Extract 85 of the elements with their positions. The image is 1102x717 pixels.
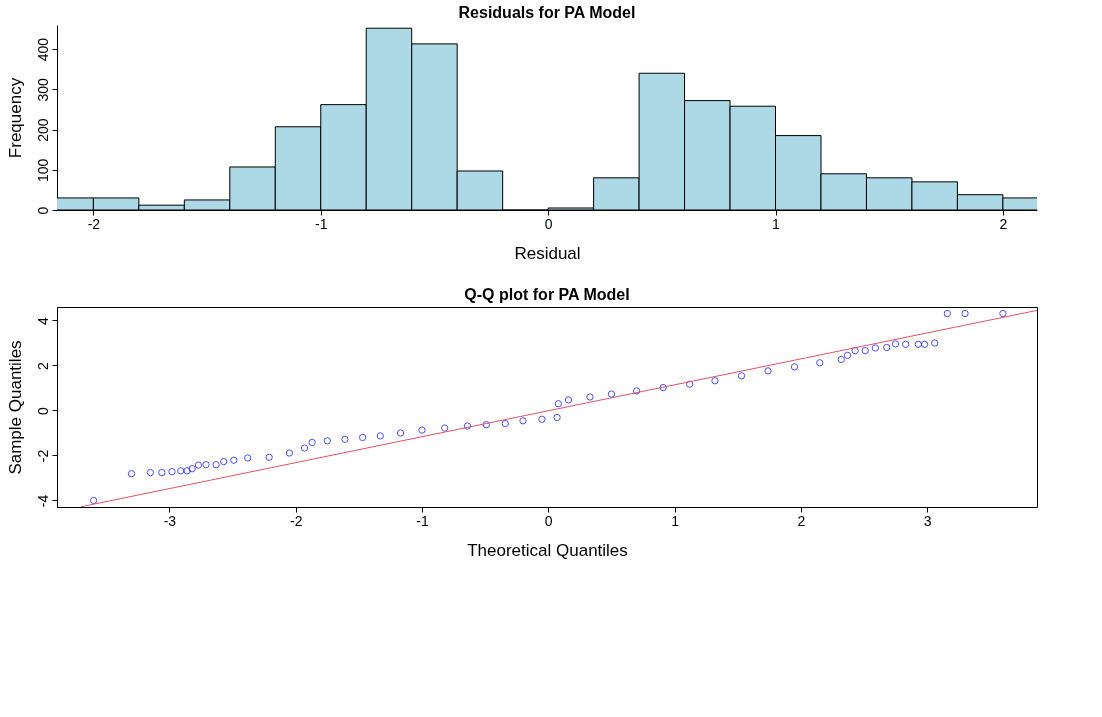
point bbox=[308, 438, 316, 447]
x-tick-label: 2 bbox=[797, 512, 806, 529]
point bbox=[188, 465, 196, 473]
point bbox=[564, 396, 573, 404]
point bbox=[183, 467, 191, 475]
y-tick-label: -2 bbox=[34, 449, 51, 463]
point bbox=[790, 363, 799, 371]
point bbox=[244, 454, 252, 462]
x-tick-label: 3 bbox=[923, 512, 932, 529]
point bbox=[358, 433, 367, 442]
point bbox=[633, 387, 641, 395]
x-tick-label: 0 bbox=[544, 512, 553, 529]
point bbox=[586, 393, 594, 401]
point bbox=[230, 456, 238, 464]
y-tick-label: 2 bbox=[34, 361, 51, 370]
x-tick-label: -1 bbox=[315, 215, 328, 232]
y-tick-label: 0 bbox=[34, 406, 51, 415]
point bbox=[553, 413, 561, 422]
point bbox=[418, 426, 426, 434]
x-tick-label: -3 bbox=[163, 512, 177, 529]
point bbox=[146, 468, 155, 477]
chart-title: Q-Q plot for PA Model bbox=[464, 286, 630, 303]
point bbox=[538, 415, 546, 423]
point bbox=[999, 309, 1007, 318]
point bbox=[89, 496, 98, 505]
point bbox=[501, 419, 509, 428]
y-tick-label: -4 bbox=[34, 494, 51, 508]
point bbox=[851, 346, 859, 355]
x-axis-title: Theoretical Quantiles bbox=[467, 540, 628, 560]
x-tick-label: -1 bbox=[416, 512, 429, 529]
point bbox=[376, 432, 384, 440]
x-tick-label: 1 bbox=[671, 512, 680, 529]
point bbox=[300, 444, 309, 452]
y-tick-label: 200 bbox=[34, 118, 51, 142]
point bbox=[519, 417, 527, 425]
y-tick-label: 0 bbox=[34, 206, 51, 215]
chart-title: Residuals for PA Model bbox=[458, 4, 636, 21]
point bbox=[323, 437, 331, 445]
point bbox=[871, 344, 880, 352]
point bbox=[194, 461, 203, 469]
point bbox=[861, 346, 869, 355]
x-axis-title: Residual bbox=[514, 243, 581, 263]
point bbox=[902, 340, 910, 348]
point bbox=[883, 343, 891, 352]
point bbox=[686, 380, 694, 388]
x-tick-label: -2 bbox=[289, 512, 303, 529]
point bbox=[177, 467, 185, 475]
point bbox=[285, 449, 294, 457]
point bbox=[554, 400, 563, 408]
point bbox=[816, 359, 824, 367]
point bbox=[158, 468, 166, 477]
point bbox=[127, 470, 136, 478]
point bbox=[914, 340, 922, 348]
point bbox=[764, 367, 772, 375]
point bbox=[341, 435, 349, 443]
point bbox=[482, 421, 491, 429]
point bbox=[220, 457, 228, 466]
point bbox=[837, 355, 845, 364]
x-tick-label: 1 bbox=[772, 215, 781, 232]
point bbox=[168, 468, 176, 476]
point bbox=[396, 429, 405, 437]
y-axis-title: Sample Quantiles bbox=[5, 340, 25, 475]
y-tick-label: 4 bbox=[34, 316, 51, 325]
point bbox=[463, 422, 472, 430]
point bbox=[659, 383, 667, 392]
point bbox=[265, 453, 273, 461]
x-tick-label: 0 bbox=[544, 215, 553, 232]
point bbox=[843, 351, 852, 360]
point bbox=[961, 309, 969, 318]
point bbox=[943, 309, 951, 318]
x-tick-label: -2 bbox=[87, 215, 101, 232]
y-tick-label: 300 bbox=[34, 77, 51, 102]
point bbox=[920, 340, 929, 348]
x-tick-label: 2 bbox=[999, 215, 1008, 232]
point bbox=[441, 424, 449, 432]
point bbox=[891, 340, 900, 348]
point bbox=[711, 377, 719, 385]
point bbox=[737, 372, 746, 380]
y-tick-label: 100 bbox=[34, 158, 51, 182]
point bbox=[931, 339, 939, 347]
y-tick-label: 400 bbox=[34, 37, 51, 62]
y-axis-title: Frequency bbox=[5, 77, 25, 159]
point bbox=[212, 461, 220, 469]
point bbox=[607, 390, 616, 398]
point bbox=[202, 461, 210, 469]
